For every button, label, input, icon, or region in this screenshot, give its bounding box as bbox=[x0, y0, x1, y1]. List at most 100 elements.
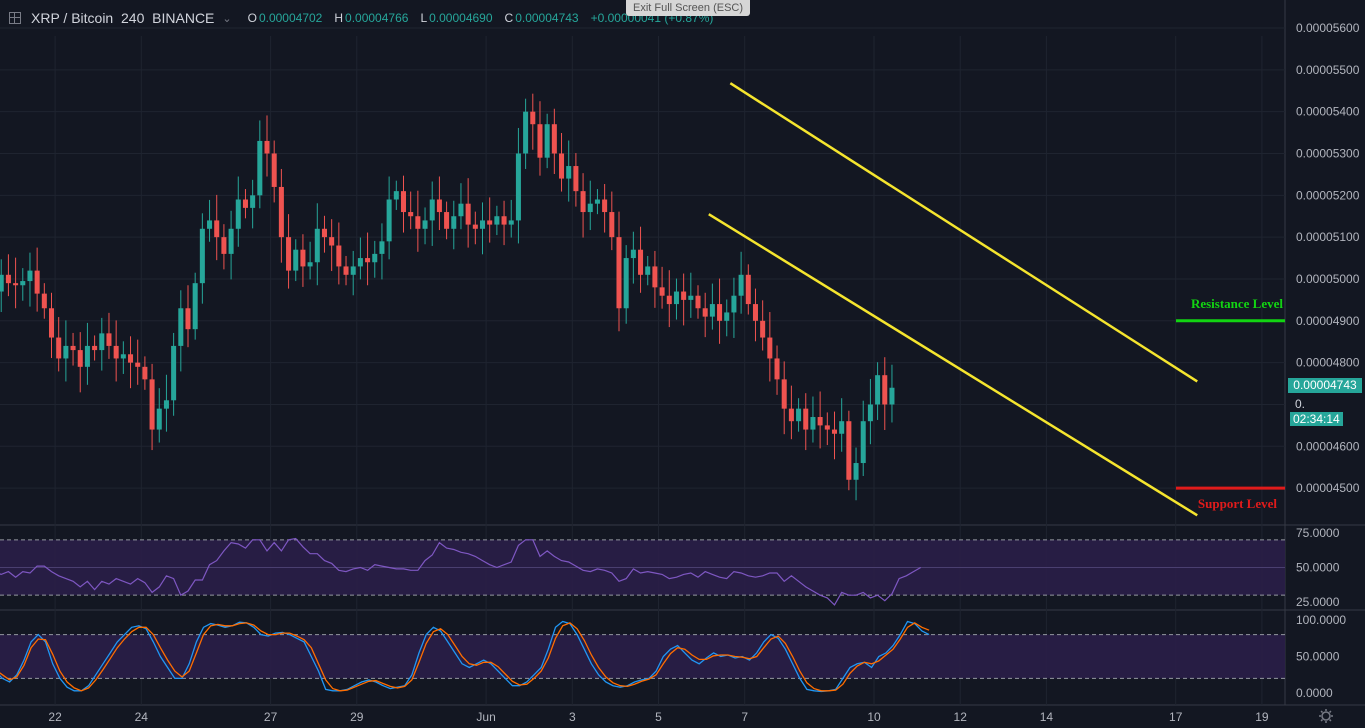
candle-body bbox=[415, 216, 421, 229]
candle-body bbox=[551, 124, 557, 154]
candle-body bbox=[781, 379, 787, 409]
low-value: 0.00004690 bbox=[429, 11, 493, 25]
candle-body bbox=[487, 220, 493, 225]
candle-body bbox=[393, 191, 399, 200]
candle-body bbox=[681, 291, 687, 300]
candle-body bbox=[846, 421, 852, 480]
candle-body bbox=[242, 199, 248, 208]
expand-icon[interactable] bbox=[9, 12, 21, 24]
close-value: 0.00004743 bbox=[515, 11, 579, 25]
candle-body bbox=[13, 283, 19, 286]
rsi-line bbox=[0, 537, 921, 606]
candle-body bbox=[752, 304, 758, 321]
candle-body bbox=[422, 220, 428, 229]
candle-body bbox=[659, 287, 665, 296]
candle-body bbox=[638, 249, 644, 275]
candle-body bbox=[293, 249, 299, 271]
candle-body bbox=[278, 186, 284, 238]
candle-body bbox=[853, 463, 859, 480]
exchange: BINANCE bbox=[152, 10, 215, 26]
time-axis-label: 27 bbox=[264, 710, 278, 724]
candle-body bbox=[774, 358, 780, 380]
candle-body bbox=[429, 199, 435, 221]
candle-body bbox=[27, 270, 33, 282]
candle-body bbox=[221, 237, 227, 254]
candle-body bbox=[350, 266, 356, 275]
candle-body bbox=[559, 153, 565, 179]
current-price-tag: 0.00004743 bbox=[1288, 378, 1362, 393]
candle-body bbox=[379, 241, 385, 254]
candle-body bbox=[41, 293, 47, 309]
gear-tooth bbox=[1329, 719, 1332, 722]
candle-body bbox=[257, 140, 263, 196]
time-axis-label: Jun bbox=[476, 710, 495, 724]
candle-body bbox=[178, 308, 184, 346]
symbol-name: XRP / Bitcoin bbox=[31, 10, 114, 26]
candle-body bbox=[630, 249, 636, 259]
chevron-down-icon[interactable]: ⌄ bbox=[222, 12, 232, 25]
candle-body bbox=[135, 362, 141, 367]
candle-body bbox=[609, 212, 615, 238]
stoch-k-line bbox=[0, 620, 930, 693]
candle-body bbox=[494, 216, 500, 225]
candle-body bbox=[372, 253, 378, 263]
candle-body bbox=[286, 237, 292, 271]
gear-icon bbox=[1319, 709, 1333, 723]
candle-body bbox=[400, 191, 407, 213]
stoch-axis-label: 100.0000 bbox=[1296, 613, 1346, 627]
time-axis-label: 3 bbox=[569, 710, 576, 724]
time-axis-label: 7 bbox=[741, 710, 748, 724]
gear-tooth bbox=[1329, 710, 1332, 713]
exit-fullscreen-button[interactable]: Exit Full Screen (ESC) bbox=[626, 0, 751, 16]
time-axis-label: 10 bbox=[867, 710, 881, 724]
candle-body bbox=[544, 124, 550, 158]
candle-body bbox=[673, 291, 679, 305]
candle-body bbox=[77, 350, 83, 367]
candle-body bbox=[717, 304, 723, 321]
candle-body bbox=[451, 216, 457, 229]
candle-body bbox=[875, 375, 881, 405]
candle-body bbox=[458, 203, 464, 217]
candle-body bbox=[745, 274, 751, 305]
candle-body bbox=[594, 199, 600, 204]
symbol-title[interactable]: XRP / Bitcoin 240 BINANCE bbox=[31, 10, 214, 26]
rsi-axis-label: 75.0000 bbox=[1296, 526, 1340, 540]
candle-body bbox=[767, 337, 773, 359]
candle-body bbox=[731, 295, 737, 313]
candle-body bbox=[616, 237, 622, 309]
candle-body bbox=[113, 345, 119, 359]
price-axis-label: 0.00004600 bbox=[1296, 439, 1360, 453]
candle-body bbox=[199, 228, 205, 284]
candle-body bbox=[580, 191, 586, 213]
candle-body bbox=[408, 212, 414, 217]
candle-body bbox=[796, 408, 802, 422]
candle-body bbox=[149, 379, 155, 430]
candle-body bbox=[142, 366, 148, 380]
high-value: 0.00004766 bbox=[345, 11, 409, 25]
candle-body bbox=[314, 228, 320, 263]
countdown-row: 0. 02:34:14 bbox=[1288, 397, 1362, 426]
price-axis-label: 0.00004800 bbox=[1296, 356, 1360, 370]
price-axis-label: 0.00005100 bbox=[1296, 230, 1360, 244]
time-axis-label: 19 bbox=[1255, 710, 1269, 724]
time-axis-label: 14 bbox=[1040, 710, 1054, 724]
time-axis-label: 22 bbox=[48, 710, 62, 724]
rsi-axis-label: 50.0000 bbox=[1296, 561, 1340, 575]
price-axis-label: 0.00005300 bbox=[1296, 146, 1360, 160]
candle-body bbox=[264, 140, 270, 154]
price-axis-label: 0.00005400 bbox=[1296, 105, 1360, 119]
candle-body bbox=[336, 245, 342, 267]
candle-body bbox=[695, 295, 701, 309]
candle-body bbox=[738, 274, 744, 296]
countdown-prefix: 0. bbox=[1295, 397, 1306, 411]
candle-body bbox=[623, 258, 629, 309]
candle-body bbox=[530, 111, 536, 125]
candle-body bbox=[760, 320, 766, 338]
stoch-d-line bbox=[0, 622, 930, 692]
candle-body bbox=[465, 203, 471, 225]
candle-body bbox=[709, 304, 715, 317]
time-axis-label: 5 bbox=[655, 710, 662, 724]
resistance-label: Resistance Level bbox=[1191, 296, 1283, 311]
interval: 240 bbox=[121, 10, 145, 26]
